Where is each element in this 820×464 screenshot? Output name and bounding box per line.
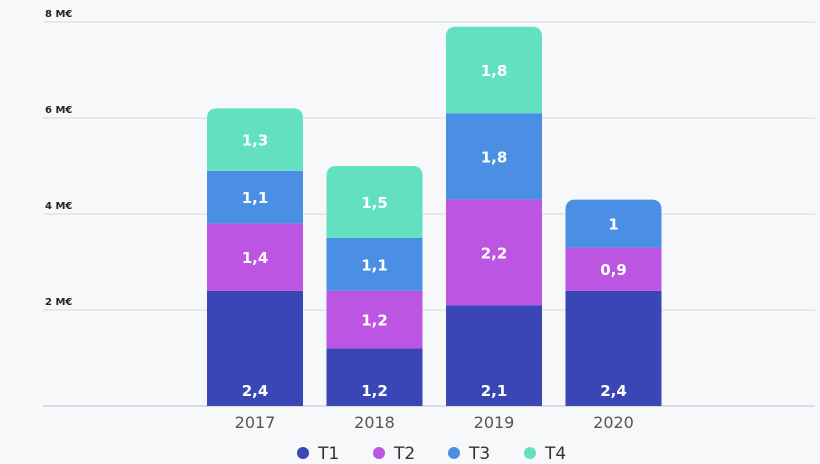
bar-segment-t2 <box>565 247 662 291</box>
legend-marker-t4 <box>524 447 536 459</box>
data-label: 1,1 <box>242 189 269 207</box>
bar-segment-t2 <box>326 290 423 349</box>
bar-segment-t1 <box>326 348 423 406</box>
bar-segment-t3 <box>326 238 423 291</box>
legend-marker-t2 <box>373 447 385 459</box>
bar-segment-t2 <box>446 199 542 306</box>
data-label: 0,9 <box>600 261 627 279</box>
bar-segment-t4 <box>207 108 303 171</box>
x-tick-label: 2019 <box>474 413 515 432</box>
data-label: 1,2 <box>361 382 388 400</box>
data-label: 1,3 <box>242 132 269 150</box>
legend-label: T1 <box>317 444 339 464</box>
bar-segment-t1 <box>207 290 303 406</box>
bar-segment-t3 <box>565 199 662 248</box>
bar-segment-t1 <box>446 305 542 406</box>
data-label: 1,8 <box>481 62 508 80</box>
bar-segment-t3 <box>446 113 542 200</box>
bar-segment-t4 <box>446 26 542 114</box>
data-label: 1,8 <box>481 148 508 166</box>
x-tick-label: 2020 <box>593 413 634 432</box>
y-tick-label: 6 M€ <box>45 105 72 116</box>
legend-label: T4 <box>544 444 566 464</box>
legend-marker-t3 <box>448 447 460 459</box>
data-label: 2,4 <box>600 382 627 400</box>
bar-segment-t2 <box>207 223 303 291</box>
x-tick-label: 2018 <box>354 413 395 432</box>
legend-marker-t1 <box>297 447 309 459</box>
y-tick-label: 4 M€ <box>45 201 72 212</box>
bar-segment-t3 <box>207 170 303 224</box>
data-label: 1,4 <box>242 249 269 267</box>
data-label: 1,1 <box>361 256 388 274</box>
legend-label: T2 <box>393 444 415 464</box>
data-label: 1,2 <box>361 312 388 330</box>
y-tick-label: 8 M€ <box>45 9 72 20</box>
bar-segment-t1 <box>565 290 662 406</box>
data-label: 1,5 <box>361 194 388 212</box>
legend-label: T3 <box>468 444 490 464</box>
data-label: 2,4 <box>242 382 269 400</box>
data-label: 2,1 <box>481 382 508 400</box>
bar-segment-t4 <box>326 166 423 238</box>
y-tick-label: 2 M€ <box>45 297 72 308</box>
data-label: 2,2 <box>481 244 508 262</box>
x-tick-label: 2017 <box>235 413 276 432</box>
data-label: 1 <box>608 216 618 234</box>
